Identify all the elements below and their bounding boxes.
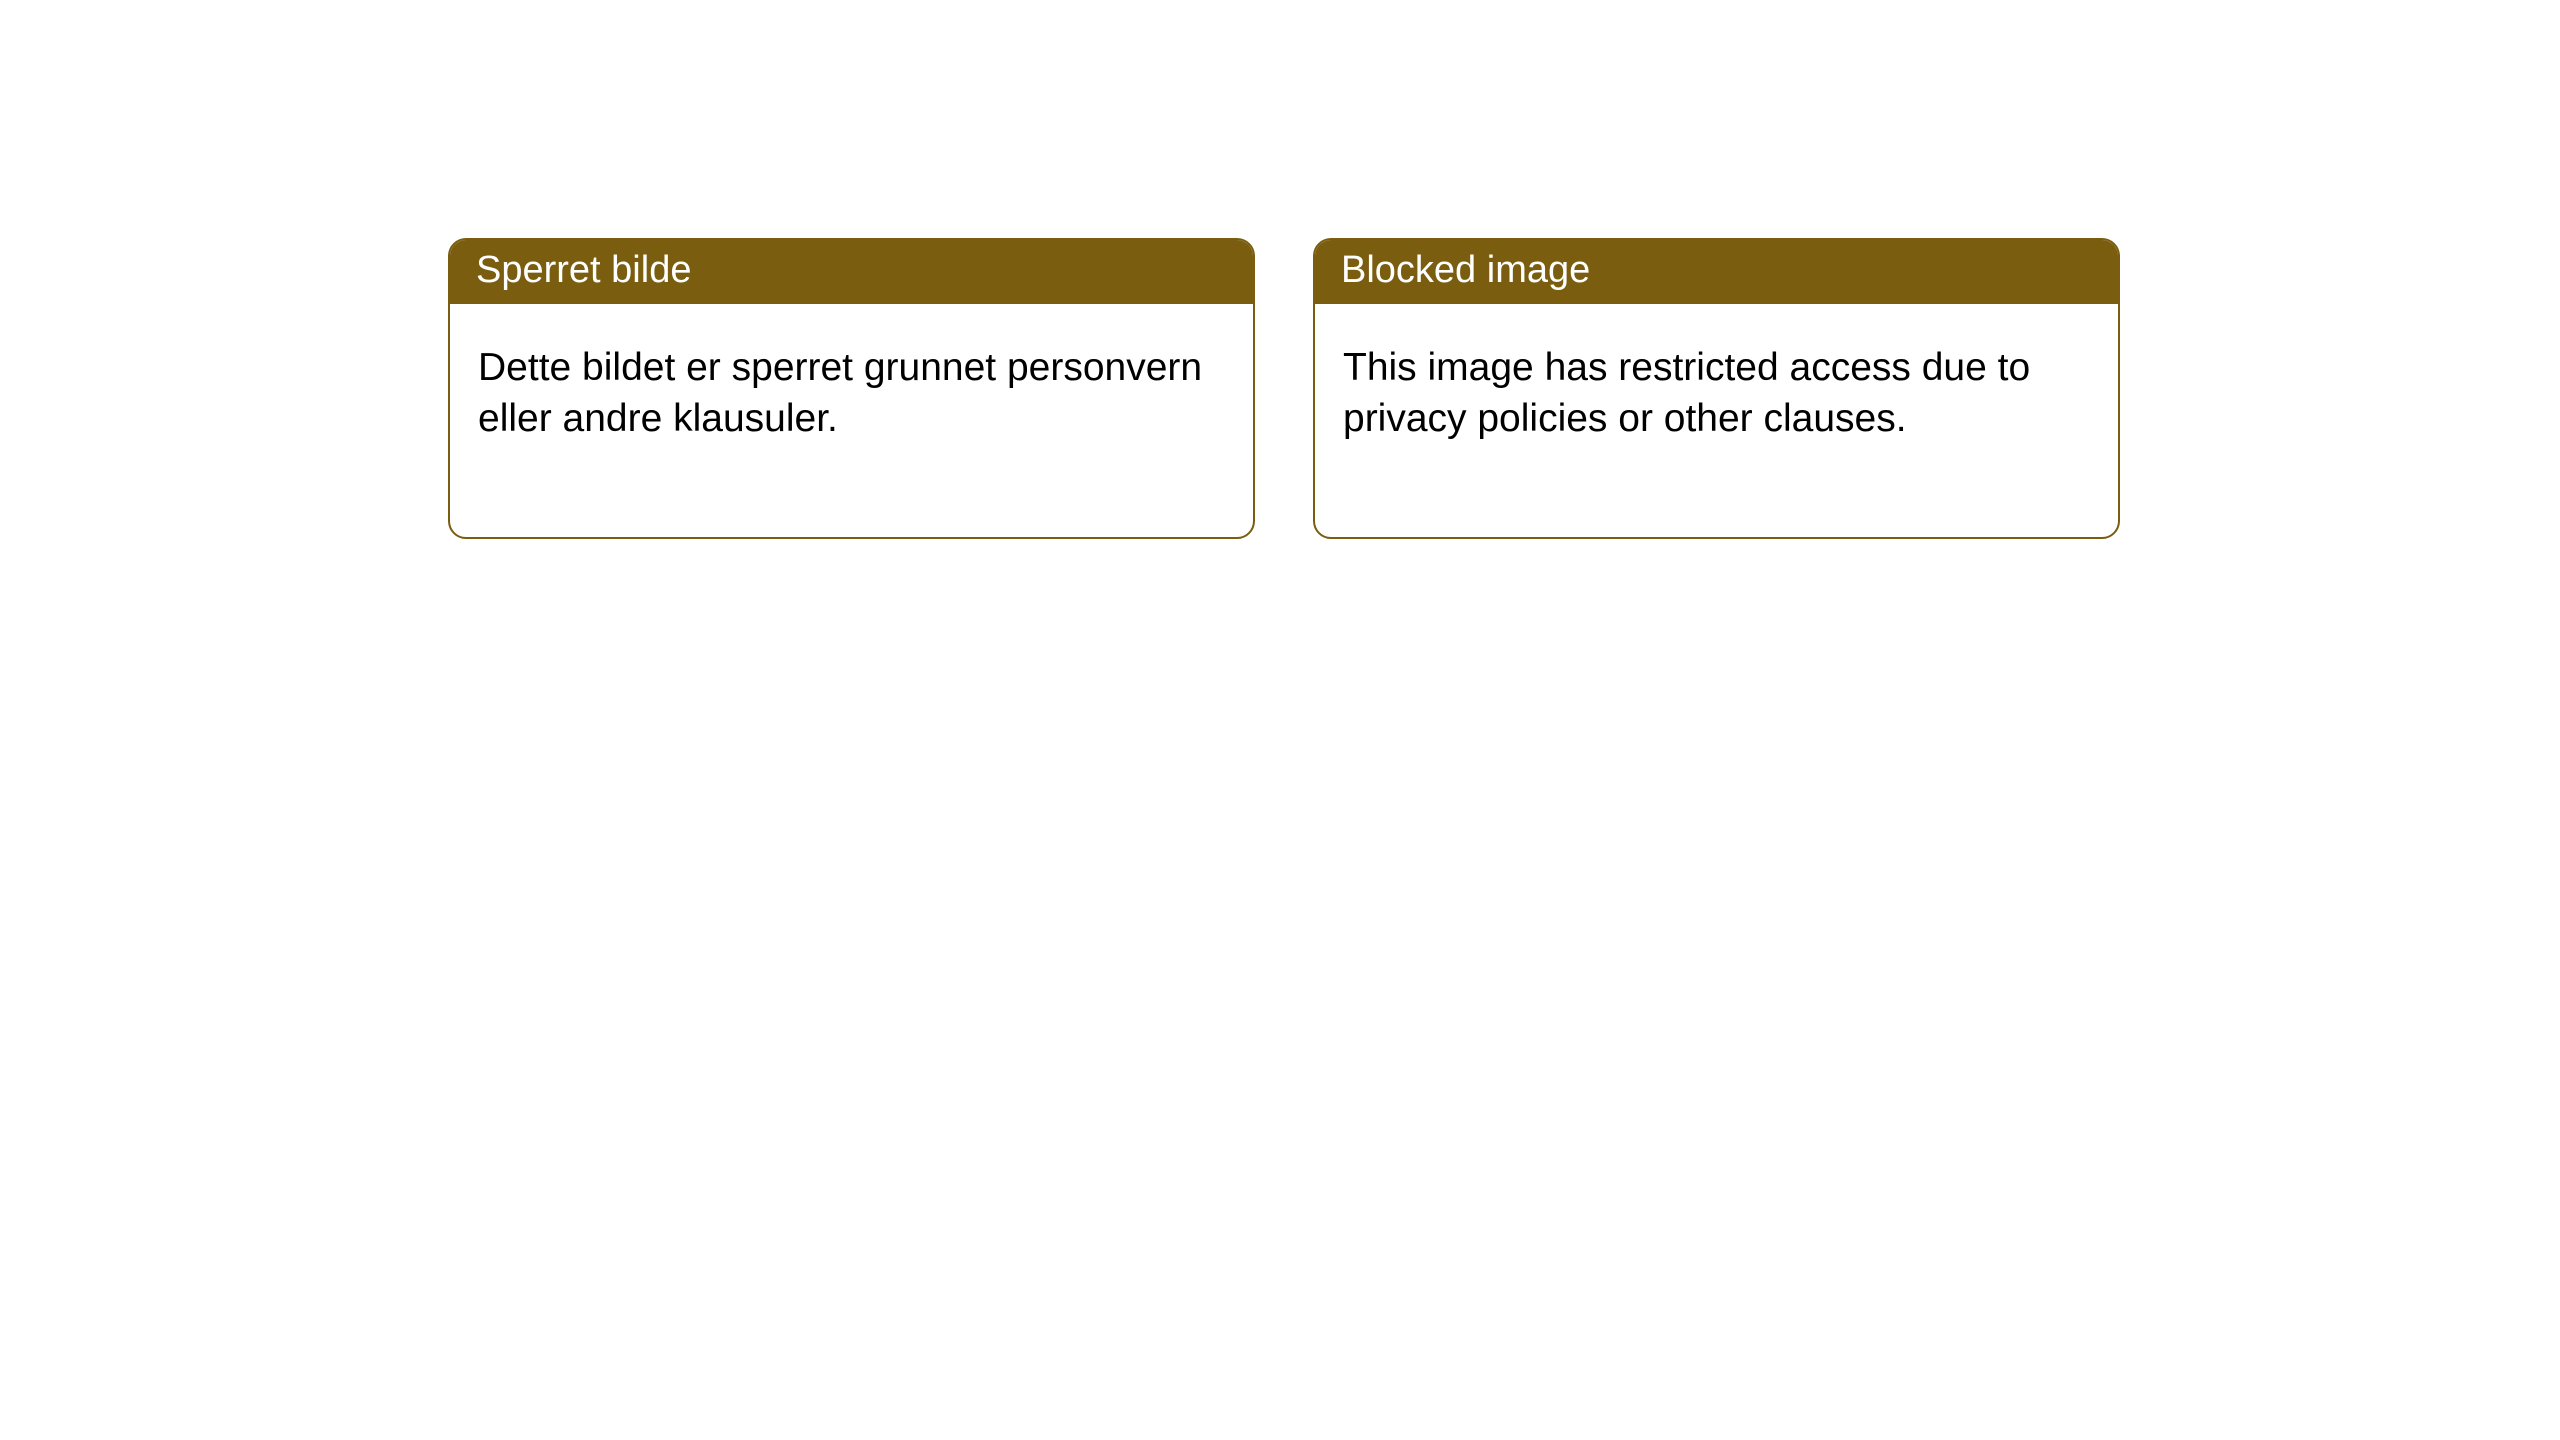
notice-header: Sperret bilde xyxy=(450,240,1253,304)
notice-card-norwegian: Sperret bilde Dette bildet er sperret gr… xyxy=(448,238,1255,539)
notice-card-english: Blocked image This image has restricted … xyxy=(1313,238,2120,539)
notice-container: Sperret bilde Dette bildet er sperret gr… xyxy=(0,0,2560,539)
notice-body: Dette bildet er sperret grunnet personve… xyxy=(450,304,1253,537)
notice-header: Blocked image xyxy=(1315,240,2118,304)
notice-body: This image has restricted access due to … xyxy=(1315,304,2118,537)
